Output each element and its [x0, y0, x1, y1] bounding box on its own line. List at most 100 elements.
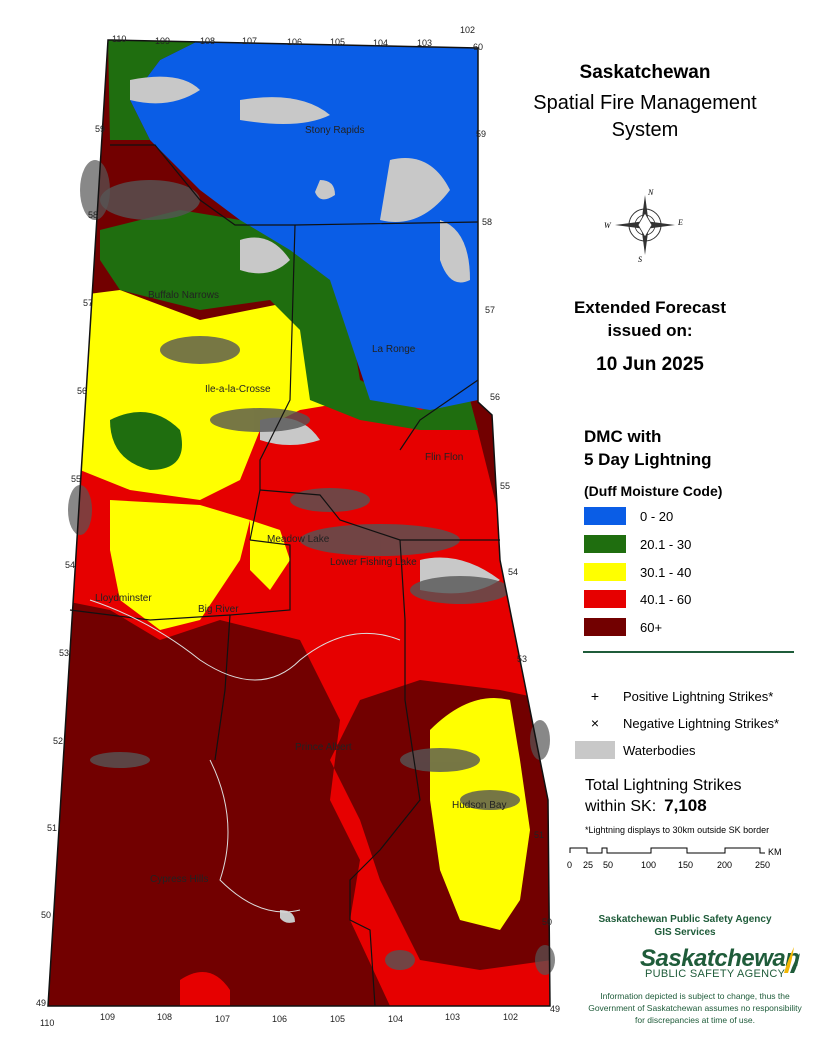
legend-item-40-60: 40.1 - 60 — [584, 590, 691, 608]
legend-item-30-40: 30.1 - 40 — [584, 563, 691, 581]
scale-tick: 0 — [567, 860, 572, 870]
compass-n: N — [647, 188, 654, 197]
lat-left-51: 51 — [47, 823, 57, 833]
lat-left-55: 55 — [71, 474, 81, 484]
zone-20-30-north — [108, 40, 200, 140]
lon-top-110: 110 — [112, 34, 126, 44]
legend-item-0-20: 0 - 20 — [584, 507, 673, 525]
lon-top-108: 108 — [200, 36, 215, 46]
scale-tick: 100 — [641, 860, 656, 870]
lon-bottom-103: 103 — [445, 1012, 460, 1022]
agency-logo: Saskatchewan — [640, 945, 800, 972]
lon-bottom-109: 109 — [100, 1012, 115, 1022]
lon-top-107: 107 — [242, 36, 257, 46]
legend-waterbodies: Waterbodies — [575, 741, 696, 759]
zone-20-30-small — [110, 412, 182, 470]
scale-tick: 250 — [755, 860, 770, 870]
lat-left-50: 50 — [41, 910, 51, 920]
legend-positive-label: Positive Lightning Strikes* — [623, 688, 774, 704]
zone-30-40-mid — [250, 520, 290, 590]
agency-line1: Saskatchewan Public Safety Agency — [598, 914, 772, 925]
compass-e: E — [677, 218, 683, 227]
legend-positive-strikes: + Positive Lightning Strikes* — [585, 688, 773, 704]
agency-line2: GIS Services — [654, 927, 716, 938]
lon-bottom-105: 105 — [330, 1014, 345, 1024]
region-boundaries — [69, 144, 500, 1007]
scale-tick: 50 — [603, 860, 613, 870]
place-flin-flon: Flin Flon — [425, 452, 463, 463]
legend-subheading: (Duff Moisture Code) — [584, 483, 723, 499]
lon-bottom-108: 108 — [157, 1012, 172, 1022]
legend-swatch — [584, 563, 626, 581]
legend-label: 30.1 - 40 — [640, 564, 692, 580]
lat-left-57: 57 — [83, 298, 93, 308]
legend-water-label: Waterbodies — [623, 742, 696, 758]
compass-w: W — [604, 221, 612, 230]
lat-left-56: 56 — [77, 386, 87, 396]
legend-label: 20.1 - 30 — [640, 536, 692, 552]
lat-right-59: 59 — [476, 129, 486, 139]
legend-swatch — [584, 535, 626, 553]
legend-item-60-plus: 60+ — [584, 618, 662, 636]
title-subtitle: Spatial Fire Management System — [500, 90, 790, 144]
lon-top-104: 104 — [373, 38, 388, 48]
legend-swatch — [584, 507, 626, 525]
scale-tick: 200 — [717, 860, 732, 870]
lat-right-50: 50 — [542, 917, 552, 927]
lat-right-56: 56 — [490, 392, 500, 402]
legend-negative-label: Negative Lightning Strikes* — [623, 715, 780, 731]
lat-right-58: 58 — [482, 217, 492, 227]
place-prince-albert: Prince Albert — [295, 742, 352, 753]
place-meadow-lake: Meadow Lake — [267, 534, 330, 545]
lon-top-109: 109 — [155, 36, 170, 46]
total-line1: Total Lightning Strikes — [585, 777, 742, 794]
lon-top-106: 106 — [287, 37, 302, 47]
legend-item-20-30: 20.1 - 30 — [584, 535, 691, 553]
title-line3: System — [611, 119, 679, 141]
lat-right-51: 51 — [534, 830, 544, 840]
waterbody-swatch — [575, 741, 615, 759]
forecast-heading: Extended Forecast issued on: — [530, 296, 770, 342]
lat-right-55: 55 — [500, 481, 510, 491]
total-value: 7,108 — [664, 796, 707, 815]
place-buffalo-narrows: Buffalo Narrows — [148, 290, 219, 301]
rivers — [89, 599, 401, 913]
zone-30-40-west — [110, 500, 250, 630]
legend-label: 60+ — [640, 619, 663, 635]
sk-border — [47, 39, 551, 1007]
lon-bottom-107: 107 — [215, 1014, 230, 1024]
legend-heading-line2: 5 Day Lightning — [584, 450, 712, 469]
legend-heading-line1: DMC with — [584, 427, 662, 446]
lon-top-105: 105 — [330, 37, 345, 47]
lat-right-54: 54 — [508, 567, 518, 577]
zone-20-30 — [100, 210, 478, 430]
scale-tick: 25 — [583, 860, 593, 870]
lat-right-53: 53 — [517, 654, 527, 664]
total-line2: within SK: — [585, 798, 657, 815]
place-hudson-bay: Hudson Bay — [452, 800, 506, 811]
agency-credit: Saskatchewan Public Safety Agency GIS Se… — [575, 913, 795, 939]
lon-top-102: 102 — [460, 25, 475, 35]
legend-label: 0 - 20 — [640, 508, 674, 524]
wheat-logo-icon — [784, 947, 800, 973]
lon-bottom-labels: 110 109 108 107 106 105 104 103 102 — [40, 1012, 518, 1028]
plus-icon: + — [590, 688, 600, 704]
legend-heading: DMC with 5 Day Lightning — [584, 425, 712, 471]
title-line1: Saskatchewan — [579, 62, 711, 83]
lat-left-59: 59 — [95, 124, 105, 134]
lat-right-57: 57 — [485, 305, 495, 315]
total-strikes: Total Lightning Strikes within SK: 7,108 — [585, 776, 742, 817]
legend-label: 40.1 - 60 — [640, 591, 692, 607]
scale-unit: KM — [768, 847, 782, 857]
lon-bottom-110: 110 — [40, 1018, 54, 1028]
place-la-ronge: La Ronge — [372, 344, 416, 355]
place-labels: Stony Rapids Buffalo Narrows Ile-a-la-Cr… — [95, 125, 506, 885]
lat-right-49: 49 — [550, 1004, 560, 1014]
lat-left-54: 54 — [65, 560, 75, 570]
agency-logo-sub: PUBLIC SAFETY AGENCY — [645, 968, 786, 980]
lat-left-labels: 59 58 57 56 55 54 53 52 51 50 49 — [36, 124, 105, 1008]
place-lower-fishing-lake: Lower Fishing Lake — [330, 557, 417, 568]
forecast-line1: Extended Forecast — [573, 298, 727, 317]
legend-divider — [583, 651, 794, 653]
legend-swatch — [584, 590, 626, 608]
